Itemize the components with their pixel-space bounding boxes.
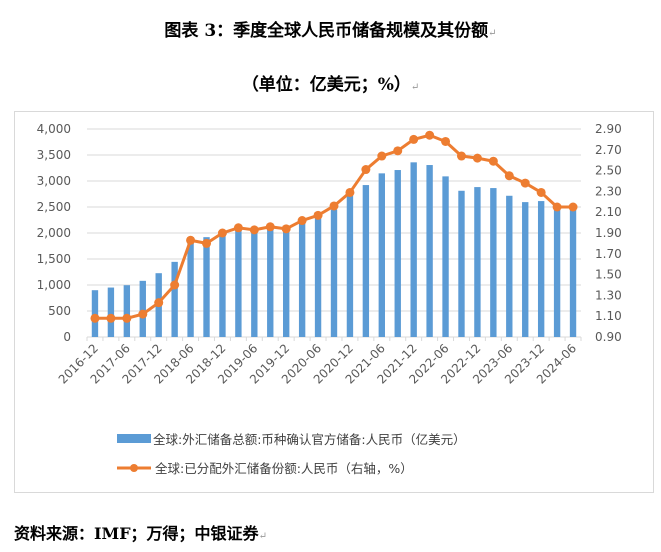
bar	[474, 187, 481, 337]
bar	[298, 222, 306, 337]
legend-item-bar: 全球:外汇储备总额:币种确认官方储备:人民币（亿美元）	[117, 429, 466, 448]
line-point	[329, 201, 339, 211]
bar	[139, 280, 146, 337]
bar	[187, 239, 194, 337]
y-right-tick-label: 1.70	[595, 247, 622, 261]
line-point	[377, 151, 387, 161]
line-point	[297, 216, 307, 226]
line-point	[217, 228, 227, 238]
y-right-tick-label: 1.90	[595, 226, 622, 240]
bar	[458, 190, 465, 337]
line-point	[170, 280, 180, 290]
line-point	[536, 187, 546, 197]
bar	[426, 165, 433, 337]
line-point	[313, 210, 323, 220]
bar	[171, 261, 178, 337]
line-point	[409, 134, 419, 144]
subtitle-text: （单位：亿美元；%）	[241, 75, 411, 95]
line-point	[186, 235, 196, 245]
title-text: 图表 3：季度全球人民币储备规模及其份额	[164, 21, 489, 41]
bar	[203, 237, 210, 337]
line-point	[393, 146, 403, 156]
bar	[553, 206, 561, 337]
bar	[537, 201, 545, 337]
line-point	[281, 224, 291, 234]
line-point	[504, 171, 514, 181]
figure-subtitle: （单位：亿美元；%）↵	[0, 70, 661, 95]
y-left-tick-label: 0	[63, 330, 71, 344]
line-point	[552, 202, 562, 212]
source-text: 资料来源：IMF；万得；中银证券	[14, 524, 259, 543]
y-right-tick-label: 1.10	[595, 309, 622, 323]
y-left-tick-label: 4,000	[37, 122, 71, 136]
bar	[267, 226, 274, 337]
y-right-tick-label: 2.50	[595, 164, 622, 178]
line-point	[154, 298, 164, 308]
y-left-tick-label: 3,500	[37, 148, 71, 162]
bar	[235, 226, 242, 337]
y-right-tick-label: 2.30	[595, 184, 622, 198]
line-point	[441, 136, 451, 146]
line-point	[138, 309, 148, 319]
y-right-tick-label: 2.90	[595, 122, 622, 136]
y-left-tick-label: 1,500	[37, 252, 71, 266]
line-point	[456, 151, 466, 161]
paragraph-mark: ↵	[488, 28, 497, 39]
bar	[394, 170, 401, 337]
line-point	[568, 202, 578, 212]
y-left-tick-label: 3,000	[37, 174, 71, 188]
bar	[442, 176, 449, 337]
y-right-tick-label: 1.30	[595, 288, 622, 302]
y-right-tick-label: 0.90	[595, 330, 622, 344]
line-point	[202, 238, 212, 248]
line-point	[520, 178, 530, 188]
bar	[378, 173, 385, 337]
figure-title: 图表 3：季度全球人民币储备规模及其份额↵	[0, 16, 661, 41]
legend-label: 全球:外汇储备总额:币种确认官方储备:人民币（亿美元）	[153, 432, 466, 447]
bar	[330, 209, 338, 337]
bar	[362, 185, 370, 337]
bar	[490, 188, 497, 337]
bar	[410, 162, 417, 337]
line-point	[425, 130, 435, 140]
bar	[522, 202, 529, 337]
bar	[506, 195, 513, 337]
line-point	[233, 223, 243, 233]
y-left-tick-label: 2,000	[37, 226, 71, 240]
bar	[107, 287, 115, 337]
bar	[251, 229, 258, 337]
paragraph-mark: ↵	[258, 531, 267, 542]
y-left-tick-label: 2,500	[37, 200, 71, 214]
bar	[569, 209, 577, 337]
paragraph-mark: ↵	[410, 82, 420, 93]
line-point	[122, 313, 132, 323]
bar	[283, 228, 290, 337]
bar	[91, 290, 99, 337]
bar	[346, 195, 354, 337]
line-point	[345, 187, 355, 197]
y-left-tick-label: 1,000	[37, 278, 71, 292]
line-point	[106, 313, 116, 323]
line-point	[488, 156, 498, 166]
y-right-tick-label: 2.70	[595, 143, 622, 157]
legend-line-swatch	[117, 463, 151, 472]
bar	[219, 233, 226, 337]
line-point	[265, 222, 275, 232]
bar	[123, 285, 131, 337]
line-point	[90, 313, 100, 323]
legend-bar-swatch	[117, 434, 151, 443]
y-right-tick-label: 2.10	[595, 205, 622, 219]
bar	[314, 217, 322, 337]
y-right-tick-label: 1.50	[595, 268, 622, 282]
legend-item-line: 全球:已分配外汇储备份额:人民币（右轴，%）	[117, 458, 413, 477]
chart-frame	[14, 111, 654, 493]
y-left-tick-label: 500	[48, 304, 71, 318]
legend-label: 全球:已分配外汇储备份额:人民币（右轴，%）	[155, 461, 413, 476]
source-note: 资料来源：IMF；万得；中银证券↵	[14, 520, 267, 544]
line-point	[472, 153, 482, 163]
line-point	[361, 165, 371, 175]
line-point	[249, 225, 259, 235]
